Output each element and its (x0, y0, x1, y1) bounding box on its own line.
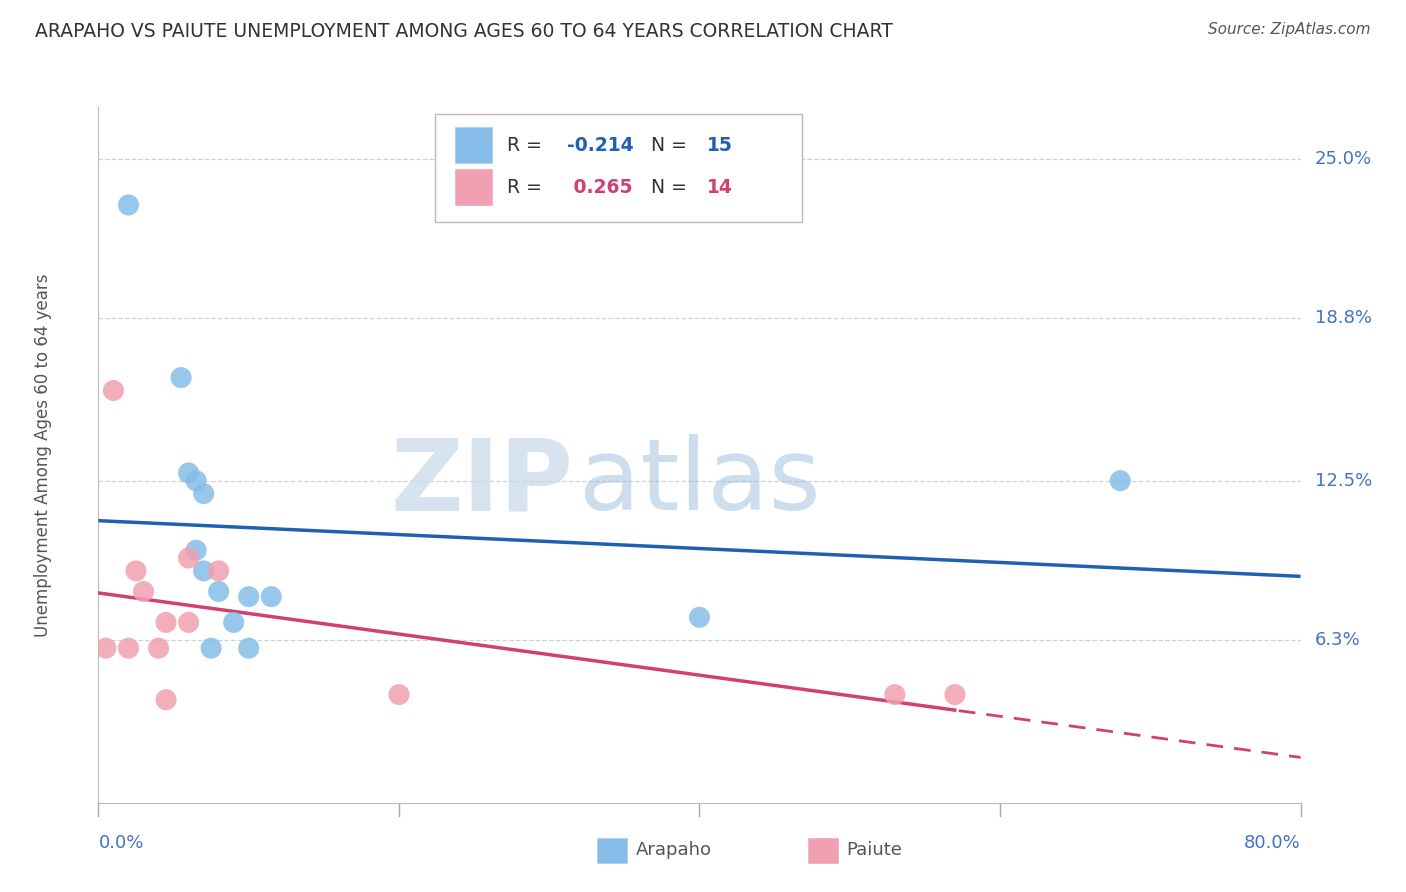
Point (177, 551, 200, 566)
Text: 25.0%: 25.0% (1315, 150, 1372, 168)
Point (125, 564, 148, 578)
Point (193, 486, 215, 500)
Text: 14: 14 (707, 178, 733, 196)
Point (222, 615, 245, 630)
Text: N =: N = (640, 136, 693, 155)
Text: atlas: atlas (579, 434, 821, 532)
Point (883, 688, 905, 702)
Text: Source: ZipAtlas.com: Source: ZipAtlas.com (1208, 22, 1371, 37)
Point (943, 688, 966, 702)
Text: Arapaho: Arapaho (636, 841, 711, 859)
FancyBboxPatch shape (456, 128, 492, 163)
Point (260, 590, 283, 604)
Point (170, 370, 193, 384)
Point (1109, 474, 1132, 488)
Point (148, 641, 170, 656)
Point (155, 692, 177, 706)
Text: 15: 15 (707, 136, 733, 155)
Point (208, 584, 231, 599)
Point (184, 474, 207, 488)
Point (177, 615, 200, 630)
FancyBboxPatch shape (807, 838, 838, 863)
FancyBboxPatch shape (598, 838, 627, 863)
FancyBboxPatch shape (434, 114, 801, 222)
Text: Paiute: Paiute (846, 841, 903, 859)
Point (200, 641, 222, 656)
Point (238, 641, 260, 656)
Point (208, 564, 231, 578)
Text: Unemployment Among Ages 60 to 64 years: Unemployment Among Ages 60 to 64 years (34, 273, 52, 637)
Text: 12.5%: 12.5% (1315, 472, 1372, 490)
Text: -0.214: -0.214 (567, 136, 634, 155)
Text: R =: R = (508, 178, 548, 196)
Point (155, 615, 177, 630)
Text: N =: N = (640, 178, 693, 196)
Point (132, 584, 155, 599)
Point (688, 610, 710, 624)
FancyBboxPatch shape (456, 169, 492, 205)
Text: 18.8%: 18.8% (1315, 310, 1372, 327)
Point (388, 688, 411, 702)
Text: 6.3%: 6.3% (1315, 632, 1361, 649)
Text: ZIP: ZIP (391, 434, 574, 532)
Point (103, 384, 125, 398)
Point (94, 641, 117, 656)
Text: R =: R = (508, 136, 548, 155)
Point (117, 641, 139, 656)
Point (184, 543, 207, 558)
Point (117, 198, 139, 212)
Point (238, 590, 260, 604)
Text: 0.265: 0.265 (567, 178, 633, 196)
Text: 0.0%: 0.0% (98, 834, 143, 852)
Text: 80.0%: 80.0% (1244, 834, 1301, 852)
Text: ARAPAHO VS PAIUTE UNEMPLOYMENT AMONG AGES 60 TO 64 YEARS CORRELATION CHART: ARAPAHO VS PAIUTE UNEMPLOYMENT AMONG AGE… (35, 22, 893, 41)
Point (193, 564, 215, 578)
Point (177, 466, 200, 480)
